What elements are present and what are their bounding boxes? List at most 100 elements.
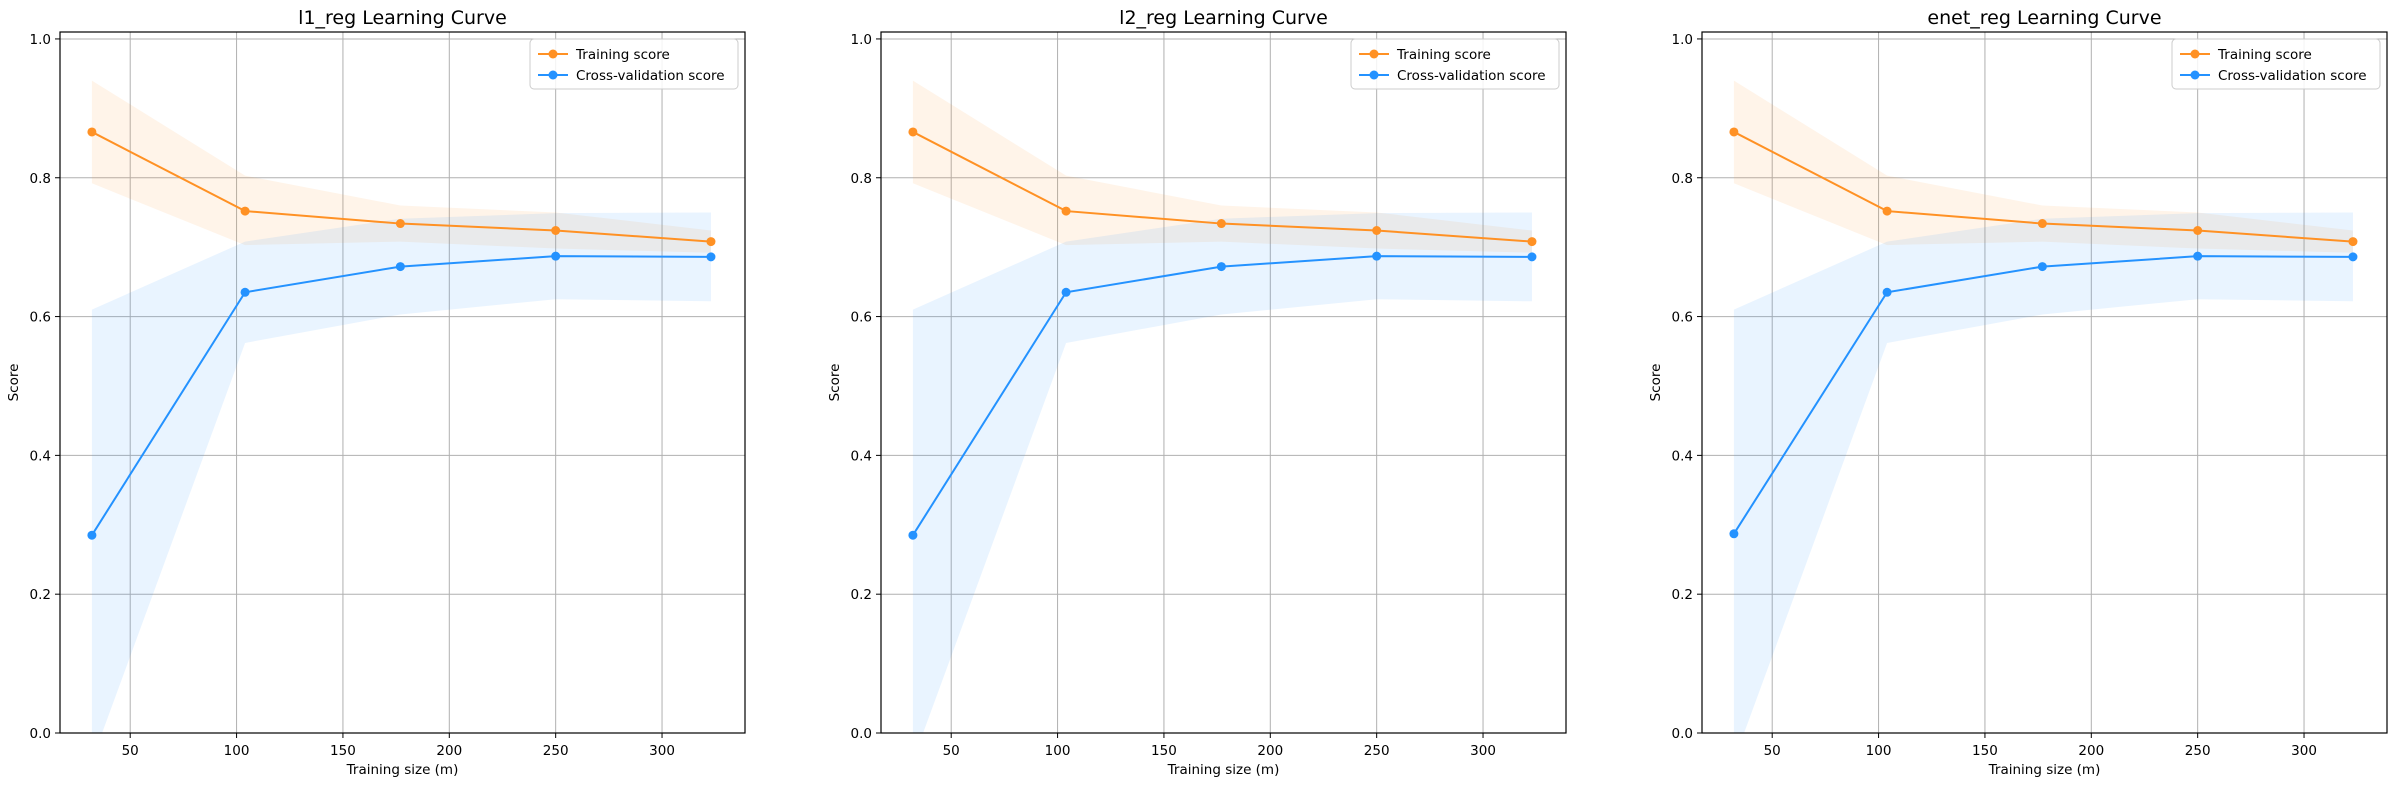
data-point xyxy=(2193,226,2203,236)
x-tick-label: 50 xyxy=(943,743,960,759)
legend-marker xyxy=(2190,49,2200,59)
y-axis-label: Score xyxy=(1648,364,1664,402)
data-point xyxy=(395,219,405,229)
y-axis-label: Score xyxy=(827,364,843,402)
y-tick-label: 0.0 xyxy=(1672,726,1693,742)
x-tick-label: 100 xyxy=(224,743,250,759)
y-tick-label: 1.0 xyxy=(1672,32,1693,48)
y-tick-label: 0.6 xyxy=(1672,310,1693,326)
data-point xyxy=(1527,252,1537,262)
x-tick-label: 200 xyxy=(2078,743,2104,759)
data-point xyxy=(1372,251,1382,261)
x-tick-label: 250 xyxy=(1364,743,1390,759)
data-point xyxy=(2348,252,2358,262)
confidence-band xyxy=(1733,212,2353,733)
chart-title: l2_reg Learning Curve xyxy=(1119,7,1328,29)
data-point xyxy=(2193,251,2203,261)
y-tick-label: 0.8 xyxy=(851,171,872,187)
data-point xyxy=(1372,226,1382,236)
data-point xyxy=(240,287,250,297)
y-tick-label: 0.6 xyxy=(30,310,51,326)
chart-title: enet_reg Learning Curve xyxy=(1927,7,2161,29)
legend-marker xyxy=(1369,49,1379,59)
y-tick-label: 0.6 xyxy=(851,310,872,326)
legend: Training score Cross-validation score xyxy=(529,38,739,90)
data-point xyxy=(1061,206,1071,216)
x-tick-label: 100 xyxy=(1866,743,1892,759)
legend-box xyxy=(1350,38,1560,90)
legend-label: Cross-validation score xyxy=(576,68,725,84)
data-point xyxy=(1061,287,1071,297)
x-tick-label: 200 xyxy=(1257,743,1283,759)
x-tick-label: 200 xyxy=(436,743,462,759)
y-tick-label: 0.2 xyxy=(30,587,51,603)
legend-marker xyxy=(548,70,558,80)
data-point xyxy=(1216,262,1226,272)
x-tick-label: 250 xyxy=(2185,743,2211,759)
data-point xyxy=(1729,529,1739,539)
y-tick-label: 0.8 xyxy=(1672,171,1693,187)
y-tick-label: 0.4 xyxy=(1672,448,1693,464)
x-tick-label: 50 xyxy=(1764,743,1781,759)
data-point xyxy=(1882,287,1892,297)
plot-area xyxy=(87,80,716,733)
x-tick-label: 150 xyxy=(1972,743,1998,759)
data-point xyxy=(240,206,250,216)
data-point xyxy=(395,262,405,272)
x-tick-label: 150 xyxy=(1151,743,1177,759)
x-tick-label: 300 xyxy=(1470,743,1496,759)
plot-area xyxy=(1729,80,2358,733)
data-point xyxy=(2348,237,2358,247)
legend-marker xyxy=(1369,70,1379,80)
chart-panel-3: 50 100 150 200 250 300 0.0 0.2 0.4 0.6 0.8 1.0 enet_… xyxy=(1648,7,2388,778)
y-tick-label: 1.0 xyxy=(30,32,51,48)
y-tick-label: 0.4 xyxy=(30,448,51,464)
chart-title: l1_reg Learning Curve xyxy=(298,7,507,29)
axes-frame xyxy=(880,31,1567,734)
x-tick-label: 150 xyxy=(330,743,356,759)
legend: Training score Cross-validation score xyxy=(1350,38,1560,90)
data-point xyxy=(2037,219,2047,229)
legend: Training score Cross-validation score xyxy=(2171,38,2381,90)
axes-frame xyxy=(1701,31,2388,734)
chart-panel-2: 50 100 150 200 250 300 0.0 0.2 0.4 0.6 0.8 1.0 l2_re… xyxy=(827,7,1567,778)
x-axis-label: Training size (m) xyxy=(346,762,459,778)
data-point xyxy=(908,127,918,137)
plot-area xyxy=(908,80,1537,733)
legend-label: Training score xyxy=(1396,47,1491,63)
legend-box xyxy=(529,38,739,90)
y-tick-label: 0.2 xyxy=(1672,587,1693,603)
y-tick-label: 0.0 xyxy=(30,726,51,742)
data-point xyxy=(1729,127,1739,137)
data-point xyxy=(551,226,561,236)
legend-box xyxy=(2171,38,2381,90)
legend-label: Training score xyxy=(2217,47,2312,63)
confidence-band xyxy=(912,212,1532,733)
y-axis-label: Score xyxy=(6,364,22,402)
data-point xyxy=(87,127,97,137)
confidence-band xyxy=(91,212,711,733)
data-point xyxy=(908,530,918,540)
data-point xyxy=(1216,219,1226,229)
x-tick-label: 300 xyxy=(649,743,675,759)
data-point xyxy=(706,237,716,247)
x-tick-label: 100 xyxy=(1045,743,1071,759)
legend-label: Cross-validation score xyxy=(2218,68,2367,84)
x-axis-label: Training size (m) xyxy=(1988,762,2101,778)
axes-frame xyxy=(59,31,746,734)
y-tick-label: 0.0 xyxy=(851,726,872,742)
x-axis-label: Training size (m) xyxy=(1167,762,1280,778)
data-point xyxy=(1882,206,1892,216)
data-point xyxy=(1527,237,1537,247)
x-tick-label: 250 xyxy=(543,743,569,759)
data-point xyxy=(87,530,97,540)
legend-marker xyxy=(2190,70,2200,80)
legend-marker xyxy=(548,49,558,59)
y-tick-label: 0.8 xyxy=(30,171,51,187)
x-tick-label: 300 xyxy=(2291,743,2317,759)
x-tick-label: 50 xyxy=(122,743,139,759)
y-tick-label: 0.2 xyxy=(851,587,872,603)
chart-panel-1: 50 100 150 200 250 300 0.0 0.2 0.4 0.6 0.8 1.0 l1_re… xyxy=(6,7,746,778)
legend-label: Training score xyxy=(575,47,670,63)
